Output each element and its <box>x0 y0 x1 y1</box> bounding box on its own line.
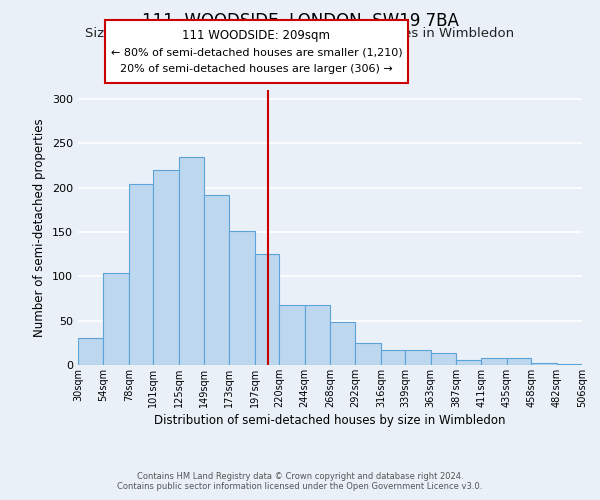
Bar <box>204 194 229 365</box>
Bar <box>78 338 103 365</box>
Bar <box>229 231 255 365</box>
Bar <box>179 156 204 365</box>
Bar <box>255 254 279 365</box>
Bar <box>153 170 179 365</box>
Bar <box>381 350 405 365</box>
Bar <box>481 358 507 365</box>
Bar <box>531 363 557 365</box>
Text: ← 80% of semi-detached houses are smaller (1,210): ← 80% of semi-detached houses are smalle… <box>110 48 403 58</box>
Text: 111, WOODSIDE, LONDON, SW19 7BA: 111, WOODSIDE, LONDON, SW19 7BA <box>142 12 458 30</box>
Bar <box>456 360 481 365</box>
Text: 111 WOODSIDE: 209sqm: 111 WOODSIDE: 209sqm <box>182 29 331 42</box>
Bar <box>431 352 456 365</box>
Bar <box>507 358 531 365</box>
Text: Contains HM Land Registry data © Crown copyright and database right 2024.: Contains HM Land Registry data © Crown c… <box>137 472 463 481</box>
Bar <box>355 343 381 365</box>
X-axis label: Distribution of semi-detached houses by size in Wimbledon: Distribution of semi-detached houses by … <box>154 414 506 427</box>
Bar <box>129 184 153 365</box>
Bar <box>103 272 129 365</box>
Bar <box>305 304 330 365</box>
Bar <box>405 350 431 365</box>
Bar <box>279 304 305 365</box>
Bar <box>557 364 582 365</box>
Bar <box>330 322 355 365</box>
Text: Contains public sector information licensed under the Open Government Licence v3: Contains public sector information licen… <box>118 482 482 491</box>
Y-axis label: Number of semi-detached properties: Number of semi-detached properties <box>34 118 46 337</box>
Text: 20% of semi-detached houses are larger (306) →: 20% of semi-detached houses are larger (… <box>120 64 393 74</box>
Text: Size of property relative to semi-detached houses in Wimbledon: Size of property relative to semi-detach… <box>85 28 515 40</box>
